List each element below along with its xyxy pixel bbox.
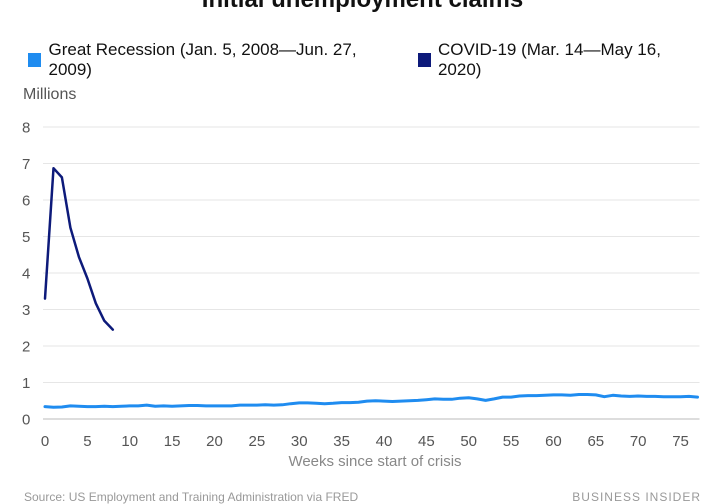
y-tick-label: 5: [22, 229, 30, 246]
legend-item-great-recession: Great Recession (Jan. 5, 2008—Jun. 27, 2…: [28, 40, 392, 80]
y-tick-label: 6: [22, 193, 30, 210]
source-note: Source: US Employment and Training Admin…: [24, 490, 359, 504]
y-axis-label: Millions: [23, 86, 77, 103]
x-tick-label: 70: [630, 433, 647, 450]
x-tick-label: 30: [291, 433, 308, 450]
x-tick-label: 45: [418, 433, 435, 450]
x-tick-label: 40: [376, 433, 393, 450]
x-tick-label: 35: [333, 433, 350, 450]
legend-label-covid: COVID-19 (Mar. 14—May 16, 2020): [437, 40, 661, 79]
x-tick-label: 10: [121, 433, 138, 450]
x-tick-label: 60: [545, 433, 562, 450]
x-tick-label: 75: [672, 433, 689, 450]
y-tick-label: 4: [22, 266, 30, 283]
legend-label-great-recession: Great Recession (Jan. 5, 2008—Jun. 27, 2…: [48, 40, 357, 79]
series-line-great-recession: [43, 393, 699, 409]
y-tick-label: 0: [22, 412, 30, 429]
x-tick-label: 20: [206, 433, 223, 450]
y-tick-label: 3: [22, 302, 30, 319]
x-tick-label: 65: [587, 433, 604, 450]
y-tick-label: 2: [22, 339, 30, 356]
x-axis-label: Weeks since start of crisis: [288, 453, 461, 470]
chart-title: Initial unemployment claims: [0, 0, 725, 14]
legend-item-covid: COVID-19 (Mar. 14—May 16, 2020): [417, 40, 700, 80]
x-tick-label: 55: [503, 433, 520, 450]
x-tick-label: 5: [83, 433, 91, 450]
chart-legend: Great Recession (Jan. 5, 2008—Jun. 27, 2…: [28, 40, 725, 80]
series-line-covid: [43, 166, 115, 331]
y-tick-label: 8: [22, 120, 30, 137]
x-tick-label: 25: [249, 433, 266, 450]
x-tick-label: 0: [41, 433, 49, 450]
x-tick-label: 15: [164, 433, 181, 450]
y-tick-label: 7: [22, 156, 30, 173]
legend-swatch-great-recession: [28, 53, 42, 67]
x-tick-label: 50: [460, 433, 477, 450]
legend-swatch-covid: [417, 53, 431, 67]
y-tick-label: 1: [22, 375, 30, 392]
credit-note: BUSINESS INSIDER: [572, 490, 701, 504]
